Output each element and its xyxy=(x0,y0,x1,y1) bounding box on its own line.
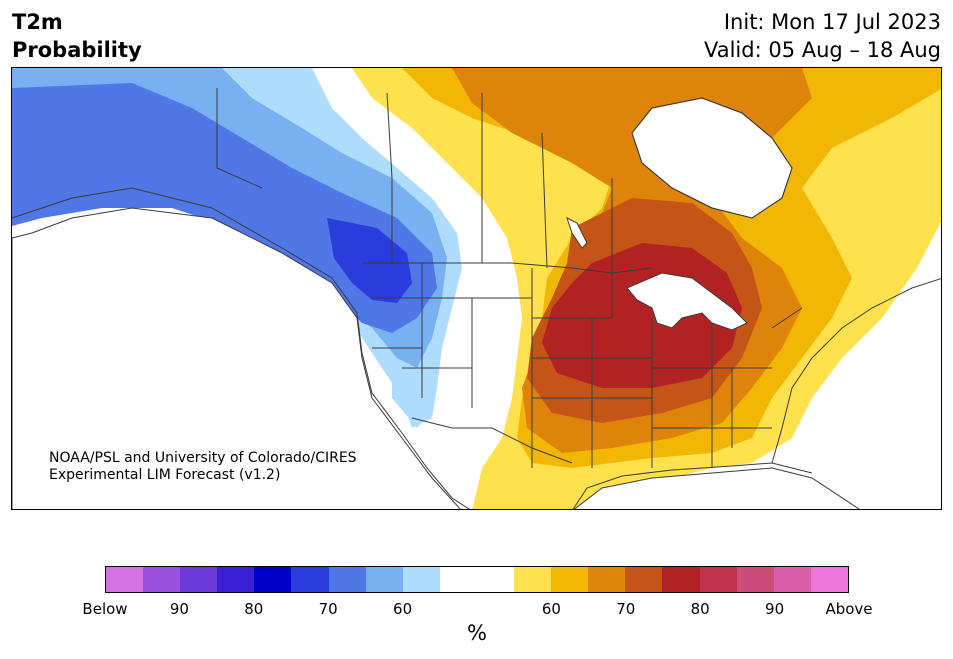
map-title: T2m Probability xyxy=(12,8,142,64)
colorbar-tick-label: 80 xyxy=(244,600,264,618)
title-field: Probability xyxy=(12,38,142,62)
canada-provinces xyxy=(386,92,613,273)
map-panel xyxy=(11,67,942,510)
colorbar-segment xyxy=(217,567,255,592)
cold-80-contour xyxy=(12,83,437,333)
colorbar-tick-label: 60 xyxy=(541,600,561,618)
colorbar-tick-label: 90 xyxy=(765,600,785,618)
colorbar-segment xyxy=(736,567,774,592)
lake-winnipeg xyxy=(566,217,588,249)
colorbar-segment xyxy=(365,567,403,592)
us-states-east xyxy=(652,307,803,468)
valid-period: Valid: 05 Aug – 18 Aug xyxy=(703,38,941,62)
credit-line-1: NOAA/PSL and University of Colorado/CIRE… xyxy=(49,450,357,466)
alaska-border xyxy=(216,88,263,189)
colorbar-segment xyxy=(773,567,811,592)
forecast-credit: NOAA/PSL and University of Colorado/CIRE… xyxy=(49,450,357,484)
hudson-bay-coast xyxy=(631,97,793,219)
colorbar-segment xyxy=(810,567,848,592)
pacific-coastline xyxy=(12,187,470,509)
colorbar-segment xyxy=(402,567,440,592)
colorbar-segment xyxy=(143,567,181,592)
colorbar-segment xyxy=(328,567,366,592)
pacific-ocean xyxy=(12,207,461,509)
colorbar-unit: % xyxy=(467,621,487,645)
us-canada-border xyxy=(362,262,653,274)
cold-90-contour xyxy=(327,218,412,303)
political-borders xyxy=(12,88,941,509)
colorbar-segment xyxy=(662,567,700,592)
colorbar-segment xyxy=(551,567,589,592)
colorbar-segment xyxy=(180,567,218,592)
forecast-dates: Init: Mon 17 Jul 2023 Valid: 05 Aug – 18… xyxy=(704,8,941,64)
colorbar-tick-label: 70 xyxy=(318,600,338,618)
mexico-border xyxy=(411,417,573,464)
colorbar-segment xyxy=(254,567,292,592)
colorbar-segment xyxy=(625,567,663,592)
colorbar-tick-label: 60 xyxy=(393,600,413,618)
us-states-west xyxy=(372,263,532,408)
colorbar-segment xyxy=(476,567,515,592)
colorbar xyxy=(105,566,849,593)
us-states-central xyxy=(531,268,653,468)
colorbar-segment xyxy=(291,567,329,592)
atlantic-coastline xyxy=(771,278,941,464)
colorbar-segment xyxy=(439,567,477,592)
colorbar-segment xyxy=(699,567,737,592)
colorbar-tick-label: 90 xyxy=(169,600,189,618)
init-date: Init: Mon 17 Jul 2023 xyxy=(723,10,941,34)
colorbar-tick-label: 80 xyxy=(690,600,710,618)
credit-line-2: Experimental LIM Forecast (v1.2) xyxy=(49,467,281,483)
colorbar-segment xyxy=(588,567,626,592)
colorbar-tick-label: 70 xyxy=(616,600,636,618)
colorbar-segment xyxy=(106,567,144,592)
colorbar-segment xyxy=(514,567,552,592)
probability-map xyxy=(12,68,941,509)
title-variable: T2m xyxy=(12,10,63,34)
gulf-of-mexico xyxy=(573,467,860,509)
colorbar-tick-label: Below xyxy=(82,600,128,618)
colorbar-tick-label: Above xyxy=(825,600,873,618)
